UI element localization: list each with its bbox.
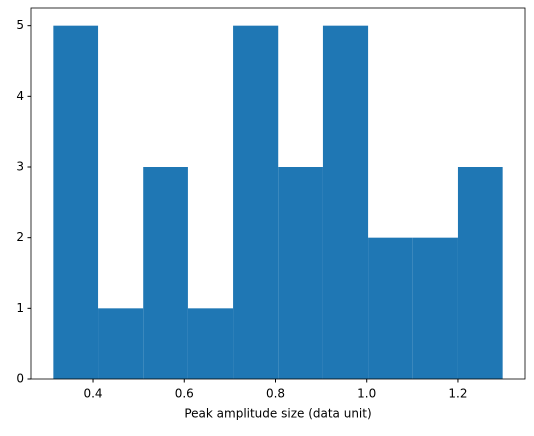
y-tick-label: 4 <box>16 89 24 103</box>
bar <box>233 25 279 380</box>
bar <box>278 167 323 379</box>
axes-frame <box>30 7 526 380</box>
y-tick-label: 2 <box>16 230 24 244</box>
bar <box>412 237 458 379</box>
bar <box>143 167 188 379</box>
bar <box>368 237 413 379</box>
x-axis-label: Peak amplitude size (data unit) <box>184 407 371 421</box>
x-tick-label: 1.2 <box>448 387 467 401</box>
y-tick-label: 0 <box>16 372 24 386</box>
bar <box>322 25 369 380</box>
y-tick-label: 5 <box>16 18 24 32</box>
x-tick-label: 1.0 <box>357 387 376 401</box>
bar <box>187 308 234 379</box>
x-tick-label: 0.8 <box>266 387 285 401</box>
x-tick-label: 0.4 <box>83 387 102 401</box>
y-tick-label: 1 <box>16 301 24 315</box>
y-tick-label: 3 <box>16 160 24 174</box>
bar <box>53 25 99 380</box>
x-tick-label: 0.6 <box>175 387 194 401</box>
bar <box>98 308 144 379</box>
bar <box>457 167 503 379</box>
